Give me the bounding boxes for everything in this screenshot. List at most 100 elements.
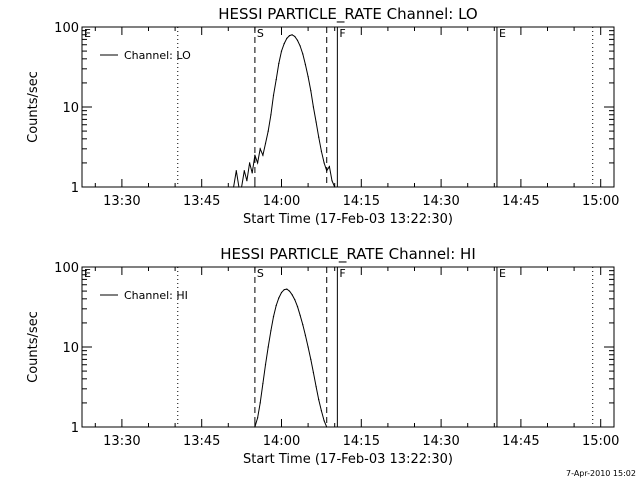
data-point: [302, 53, 304, 55]
data-point: [267, 130, 269, 132]
series-line: [254, 288, 328, 428]
data-point: [272, 316, 275, 318]
data-point: [241, 186, 243, 188]
x-tick-label: 15:00: [582, 434, 619, 449]
series-line: [233, 34, 336, 188]
data-point: [262, 154, 264, 156]
data-point: [278, 297, 280, 299]
data-point: [326, 426, 328, 428]
data-point: [233, 186, 235, 188]
data-point: [310, 90, 312, 92]
marker-label: F: [339, 27, 345, 40]
data-point: [291, 34, 293, 36]
data-point: [262, 382, 264, 385]
data-point: [318, 399, 320, 401]
marker-label: F: [339, 267, 345, 280]
x-tick-label: 14:30: [422, 434, 459, 449]
data-point: [318, 136, 320, 138]
data-point: [280, 291, 283, 294]
data-point: [294, 299, 296, 301]
legend-label: Channel: HI: [124, 289, 188, 302]
footer-timestamp: 7-Apr-2010 15:02: [566, 469, 636, 478]
legend-label: Channel: LO: [124, 49, 191, 62]
data-point: [286, 288, 288, 290]
y-tick-label: 10: [62, 341, 79, 356]
x-axis-label: Start Time (17-Feb-03 13:22:30): [243, 452, 453, 467]
data-point: [304, 63, 306, 66]
x-tick-label: 14:45: [502, 434, 539, 449]
data-point: [296, 306, 299, 308]
data-point: [320, 410, 322, 412]
data-point: [323, 162, 325, 164]
data-point: [270, 330, 272, 332]
data-point: [307, 346, 309, 348]
data-point: [275, 79, 277, 81]
marker-label: E: [84, 27, 91, 40]
y-tick-label: 10: [62, 101, 79, 116]
data-point: [307, 76, 309, 78]
data-point: [320, 150, 322, 152]
data-point: [278, 62, 280, 65]
data-point: [251, 172, 253, 174]
marker-label: E: [499, 27, 506, 40]
data-point: [334, 186, 336, 188]
chart-title: HESSI PARTICLE_RATE Channel: HI: [220, 245, 476, 264]
data-point: [283, 289, 285, 291]
data-point: [302, 324, 304, 326]
data-point: [328, 166, 330, 168]
marker-label: E: [499, 267, 506, 280]
x-tick-label: 14:30: [422, 194, 459, 209]
x-tick-label: 15:00: [582, 194, 619, 209]
data-point: [288, 35, 291, 37]
chart-title: HESSI PARTICLE_RATE Channel: LO: [218, 5, 477, 24]
data-point: [291, 294, 293, 296]
data-point: [259, 148, 261, 150]
x-tick-label: 13:45: [183, 434, 220, 449]
data-point: [296, 39, 299, 42]
data-point: [323, 420, 325, 422]
data-point: [259, 402, 261, 404]
data-point: [299, 314, 301, 316]
data-point: [257, 417, 259, 419]
x-tick-label: 14:15: [343, 434, 380, 449]
data-point: [272, 94, 275, 96]
marker-label: S: [257, 267, 264, 280]
data-point: [312, 371, 314, 374]
data-point: [326, 170, 328, 172]
data-point: [312, 106, 314, 108]
data-point: [331, 180, 333, 182]
y-tick-label: 1: [71, 421, 79, 436]
data-point: [235, 170, 237, 172]
data-point: [270, 114, 272, 116]
y-tick-label: 1: [71, 181, 79, 196]
data-point: [294, 35, 296, 38]
x-axis-label: Start Time (17-Feb-03 13:22:30): [243, 212, 453, 227]
data-point: [246, 180, 248, 182]
data-point: [286, 37, 288, 40]
data-point: [304, 334, 306, 336]
data-point: [254, 154, 256, 156]
y-tick-label: 100: [54, 21, 79, 36]
x-tick-label: 14:00: [263, 434, 300, 449]
marker-label: S: [257, 27, 264, 40]
x-tick-label: 14:00: [263, 194, 300, 209]
data-point: [264, 142, 267, 145]
y-tick-label: 100: [54, 261, 79, 276]
panel-lo: HESSI PARTICLE_RATE Channel: LO 13:30 13:4…: [26, 5, 619, 227]
data-point: [299, 45, 301, 47]
y-axis-label: Counts/sec: [26, 311, 41, 383]
x-tick-label: 13:30: [103, 194, 140, 209]
data-point: [264, 364, 267, 366]
data-point: [257, 162, 259, 164]
data-point: [249, 162, 251, 164]
data-point: [315, 121, 317, 123]
panel-hi: HESSI PARTICLE_RATE Channel: HI 13:30 13:4…: [26, 245, 619, 467]
data-point: [283, 43, 285, 45]
data-point: [288, 290, 291, 292]
x-tick-label: 14:15: [343, 194, 380, 209]
data-point: [315, 386, 317, 388]
data-point: [280, 50, 283, 52]
data-point: [267, 346, 269, 348]
data-point: [254, 426, 256, 428]
